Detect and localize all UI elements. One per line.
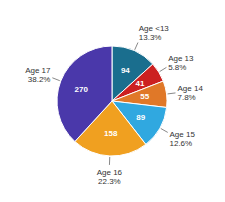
svg-text:7.8%: 7.8% [177,93,195,102]
svg-text:5.8%: 5.8% [168,63,186,72]
svg-text:12.6%: 12.6% [169,139,192,148]
svg-text:Age 13: Age 13 [168,54,194,63]
svg-text:22.3%: 22.3% [98,177,121,186]
svg-text:Age 14: Age 14 [177,84,203,93]
svg-text:13.3%: 13.3% [139,33,162,42]
svg-text:158: 158 [104,129,118,138]
svg-text:55: 55 [140,92,149,101]
svg-text:270: 270 [75,85,89,94]
svg-text:Age 15: Age 15 [169,130,195,139]
svg-text:Age 16: Age 16 [97,168,123,177]
svg-text:89: 89 [136,113,145,122]
svg-text:94: 94 [121,66,130,75]
svg-text:Age <13: Age <13 [139,24,170,33]
svg-text:41: 41 [136,79,145,88]
svg-text:Age 17: Age 17 [25,66,51,75]
svg-text:38.2%: 38.2% [28,75,51,84]
